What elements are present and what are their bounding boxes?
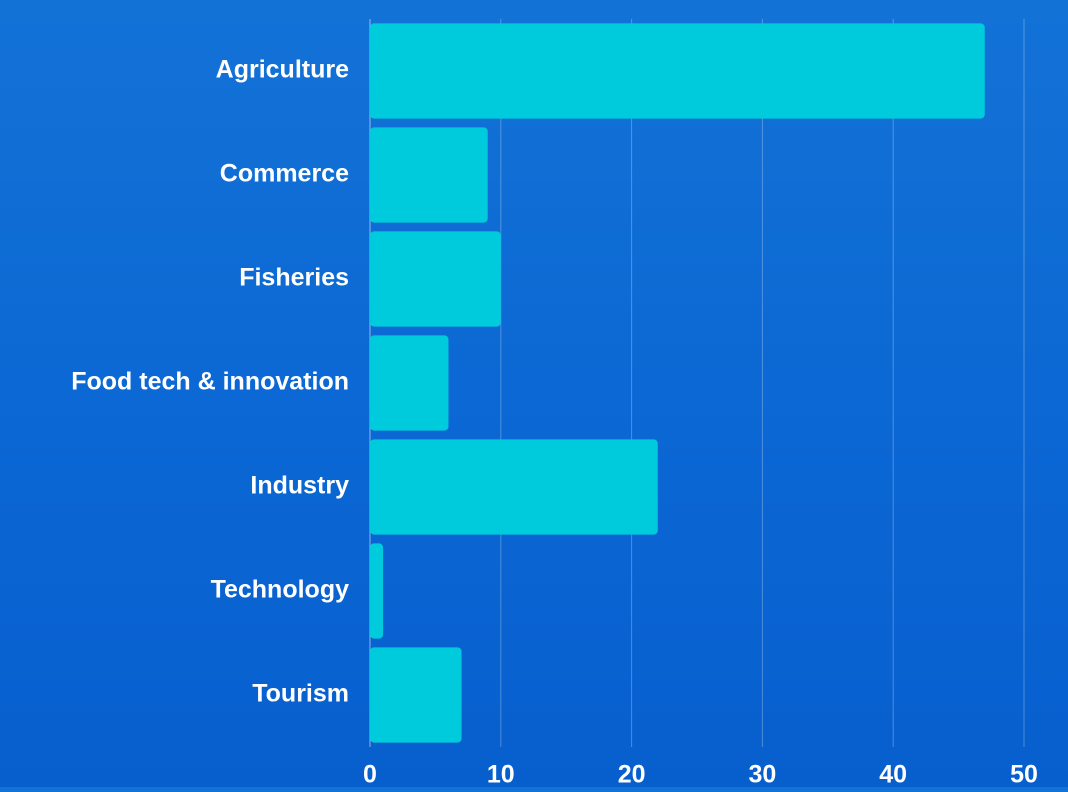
bar-food-tech-innovation	[370, 335, 449, 431]
category-label: Technology	[211, 576, 350, 604]
bar-technology	[370, 543, 384, 639]
x-axis-ticks: 0 10 20 30 40 50	[363, 761, 1038, 789]
x-tick-label: 0	[363, 761, 377, 787]
bar-industry	[370, 439, 658, 535]
category-label: Industry	[250, 472, 349, 500]
category-label: Agriculture	[216, 56, 349, 84]
category-label: Fisheries	[239, 264, 349, 292]
bar-agriculture	[370, 23, 985, 119]
category-labels: Agriculture Commerce Fisheries Food tech & …	[71, 56, 349, 708]
bar-tourism	[370, 647, 462, 743]
x-tick-label: 10	[487, 761, 515, 787]
bar-commerce	[370, 127, 488, 223]
x-tick-label: 40	[879, 761, 907, 787]
x-tick-label: 30	[748, 761, 776, 787]
bar-fisheries	[370, 231, 501, 327]
category-label: Tourism	[252, 680, 349, 708]
x-tick-label: 50	[1010, 761, 1038, 787]
bars	[370, 23, 985, 743]
category-label: Food tech & innovation	[71, 368, 349, 396]
x-tick-label: 20	[618, 761, 646, 787]
category-label: Commerce	[220, 160, 349, 188]
